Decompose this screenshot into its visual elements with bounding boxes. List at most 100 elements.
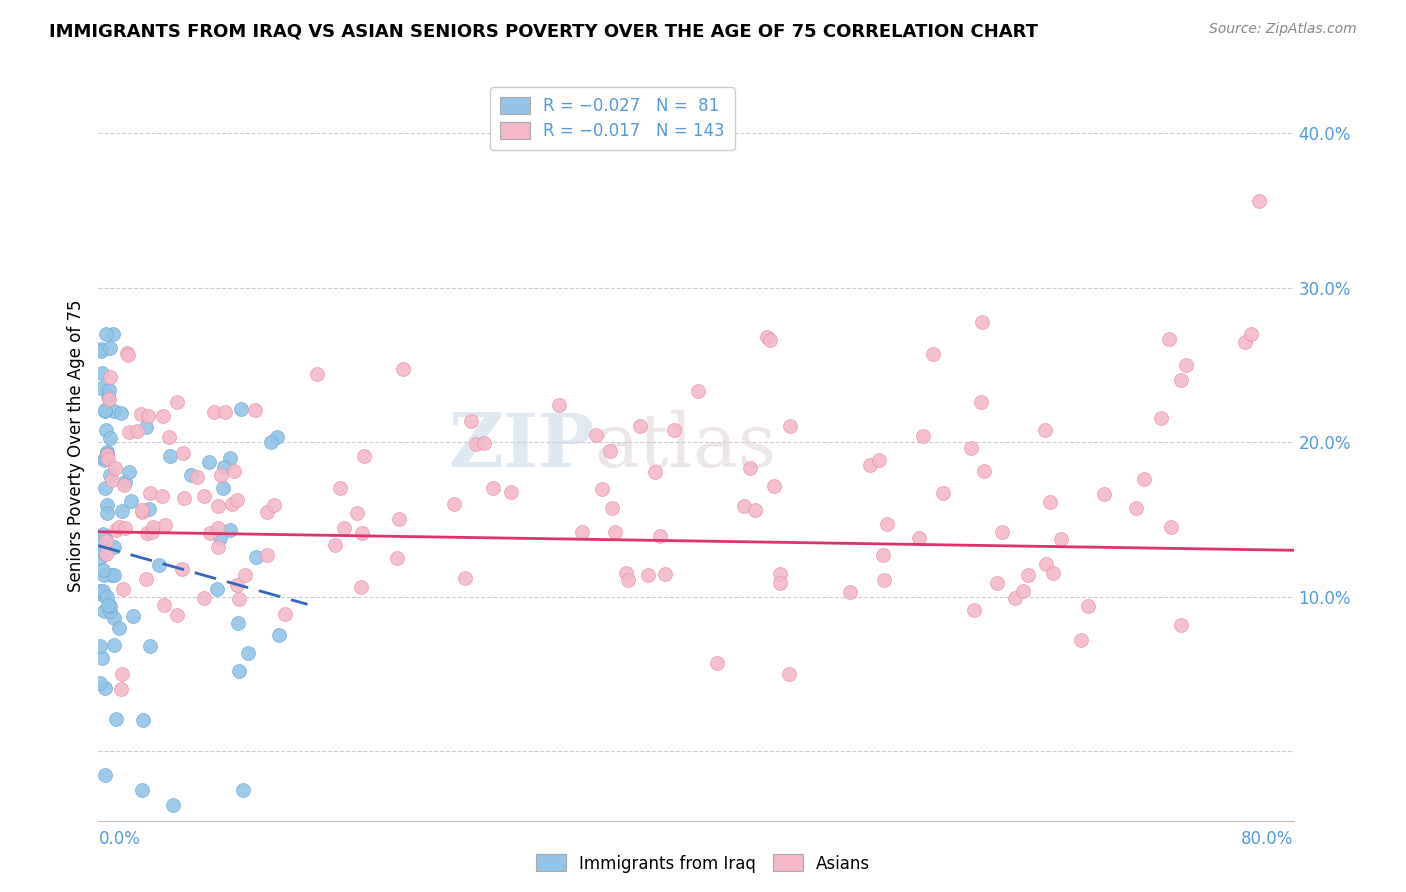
Point — [591, 483, 613, 497]
Point — [131, 505, 153, 519]
Point — [117, 348, 139, 362]
Point — [103, 611, 125, 625]
Point — [219, 523, 242, 537]
Point — [1070, 632, 1092, 647]
Point — [96, 447, 118, 461]
Point — [94, 681, 117, 695]
Point — [148, 558, 170, 573]
Point — [138, 639, 160, 653]
Point — [91, 366, 114, 380]
Point — [93, 567, 115, 582]
Point — [465, 437, 488, 451]
Point — [454, 571, 477, 585]
Point — [973, 464, 995, 478]
Point — [256, 549, 278, 563]
Point — [263, 498, 285, 512]
Point — [97, 599, 120, 613]
Point — [118, 465, 141, 479]
Point — [89, 640, 111, 654]
Point — [1017, 567, 1039, 582]
Point — [232, 782, 254, 797]
Point — [267, 627, 290, 641]
Point — [779, 419, 801, 434]
Point — [986, 576, 1008, 591]
Point — [1240, 326, 1263, 341]
Point — [98, 383, 121, 397]
Point — [329, 481, 352, 495]
Point — [193, 591, 215, 606]
Point — [153, 598, 176, 612]
Point — [733, 499, 755, 513]
Point — [221, 497, 243, 511]
Point — [614, 566, 637, 581]
Point — [744, 502, 766, 516]
Point — [166, 395, 188, 409]
Point — [139, 486, 162, 500]
Point — [256, 505, 278, 519]
Point — [219, 450, 242, 465]
Point — [135, 572, 157, 586]
Point — [214, 405, 236, 419]
Point — [103, 638, 125, 652]
Point — [96, 423, 118, 437]
Point — [93, 527, 115, 541]
Y-axis label: Seniors Poverty Over the Age of 75: Seniors Poverty Over the Age of 75 — [66, 300, 84, 592]
Point — [688, 384, 710, 398]
Text: ZIP: ZIP — [449, 409, 595, 483]
Point — [186, 470, 208, 484]
Point — [94, 534, 117, 549]
Point — [391, 361, 413, 376]
Point — [603, 525, 626, 540]
Point — [90, 651, 112, 665]
Point — [932, 486, 955, 500]
Point — [740, 460, 762, 475]
Point — [101, 567, 124, 582]
Point — [207, 540, 229, 554]
Point — [839, 584, 862, 599]
Legend: R = −0.027   N =  81, R = −0.017   N = 143: R = −0.027 N = 81, R = −0.017 N = 143 — [489, 87, 735, 150]
Point — [98, 431, 121, 445]
Point — [108, 621, 131, 635]
Point — [637, 568, 659, 582]
Point — [474, 436, 496, 450]
Point — [585, 428, 607, 442]
Point — [112, 582, 135, 596]
Point — [385, 550, 408, 565]
Point — [755, 330, 778, 344]
Point — [349, 580, 371, 594]
Point — [443, 497, 465, 511]
Point — [571, 524, 593, 539]
Point — [207, 499, 229, 513]
Point — [94, 404, 117, 418]
Point — [103, 568, 125, 582]
Point — [908, 531, 931, 545]
Point — [96, 498, 118, 512]
Point — [114, 521, 136, 535]
Point — [138, 501, 160, 516]
Point — [274, 607, 297, 622]
Point — [266, 430, 288, 444]
Point — [91, 563, 114, 577]
Point — [114, 475, 136, 489]
Point — [706, 656, 728, 670]
Point — [1035, 558, 1057, 572]
Point — [664, 423, 686, 437]
Point — [172, 445, 194, 459]
Point — [228, 616, 250, 631]
Point — [98, 599, 121, 614]
Point — [868, 452, 890, 467]
Point — [228, 592, 250, 607]
Point — [98, 341, 121, 355]
Point — [644, 465, 666, 479]
Point — [872, 573, 894, 587]
Point — [654, 566, 676, 581]
Point — [1077, 599, 1099, 614]
Point — [1133, 472, 1156, 486]
Point — [1233, 334, 1256, 349]
Point — [132, 713, 155, 727]
Point — [1170, 618, 1192, 632]
Point — [118, 425, 141, 439]
Point — [101, 473, 124, 487]
Point — [1150, 410, 1173, 425]
Point — [1175, 358, 1198, 372]
